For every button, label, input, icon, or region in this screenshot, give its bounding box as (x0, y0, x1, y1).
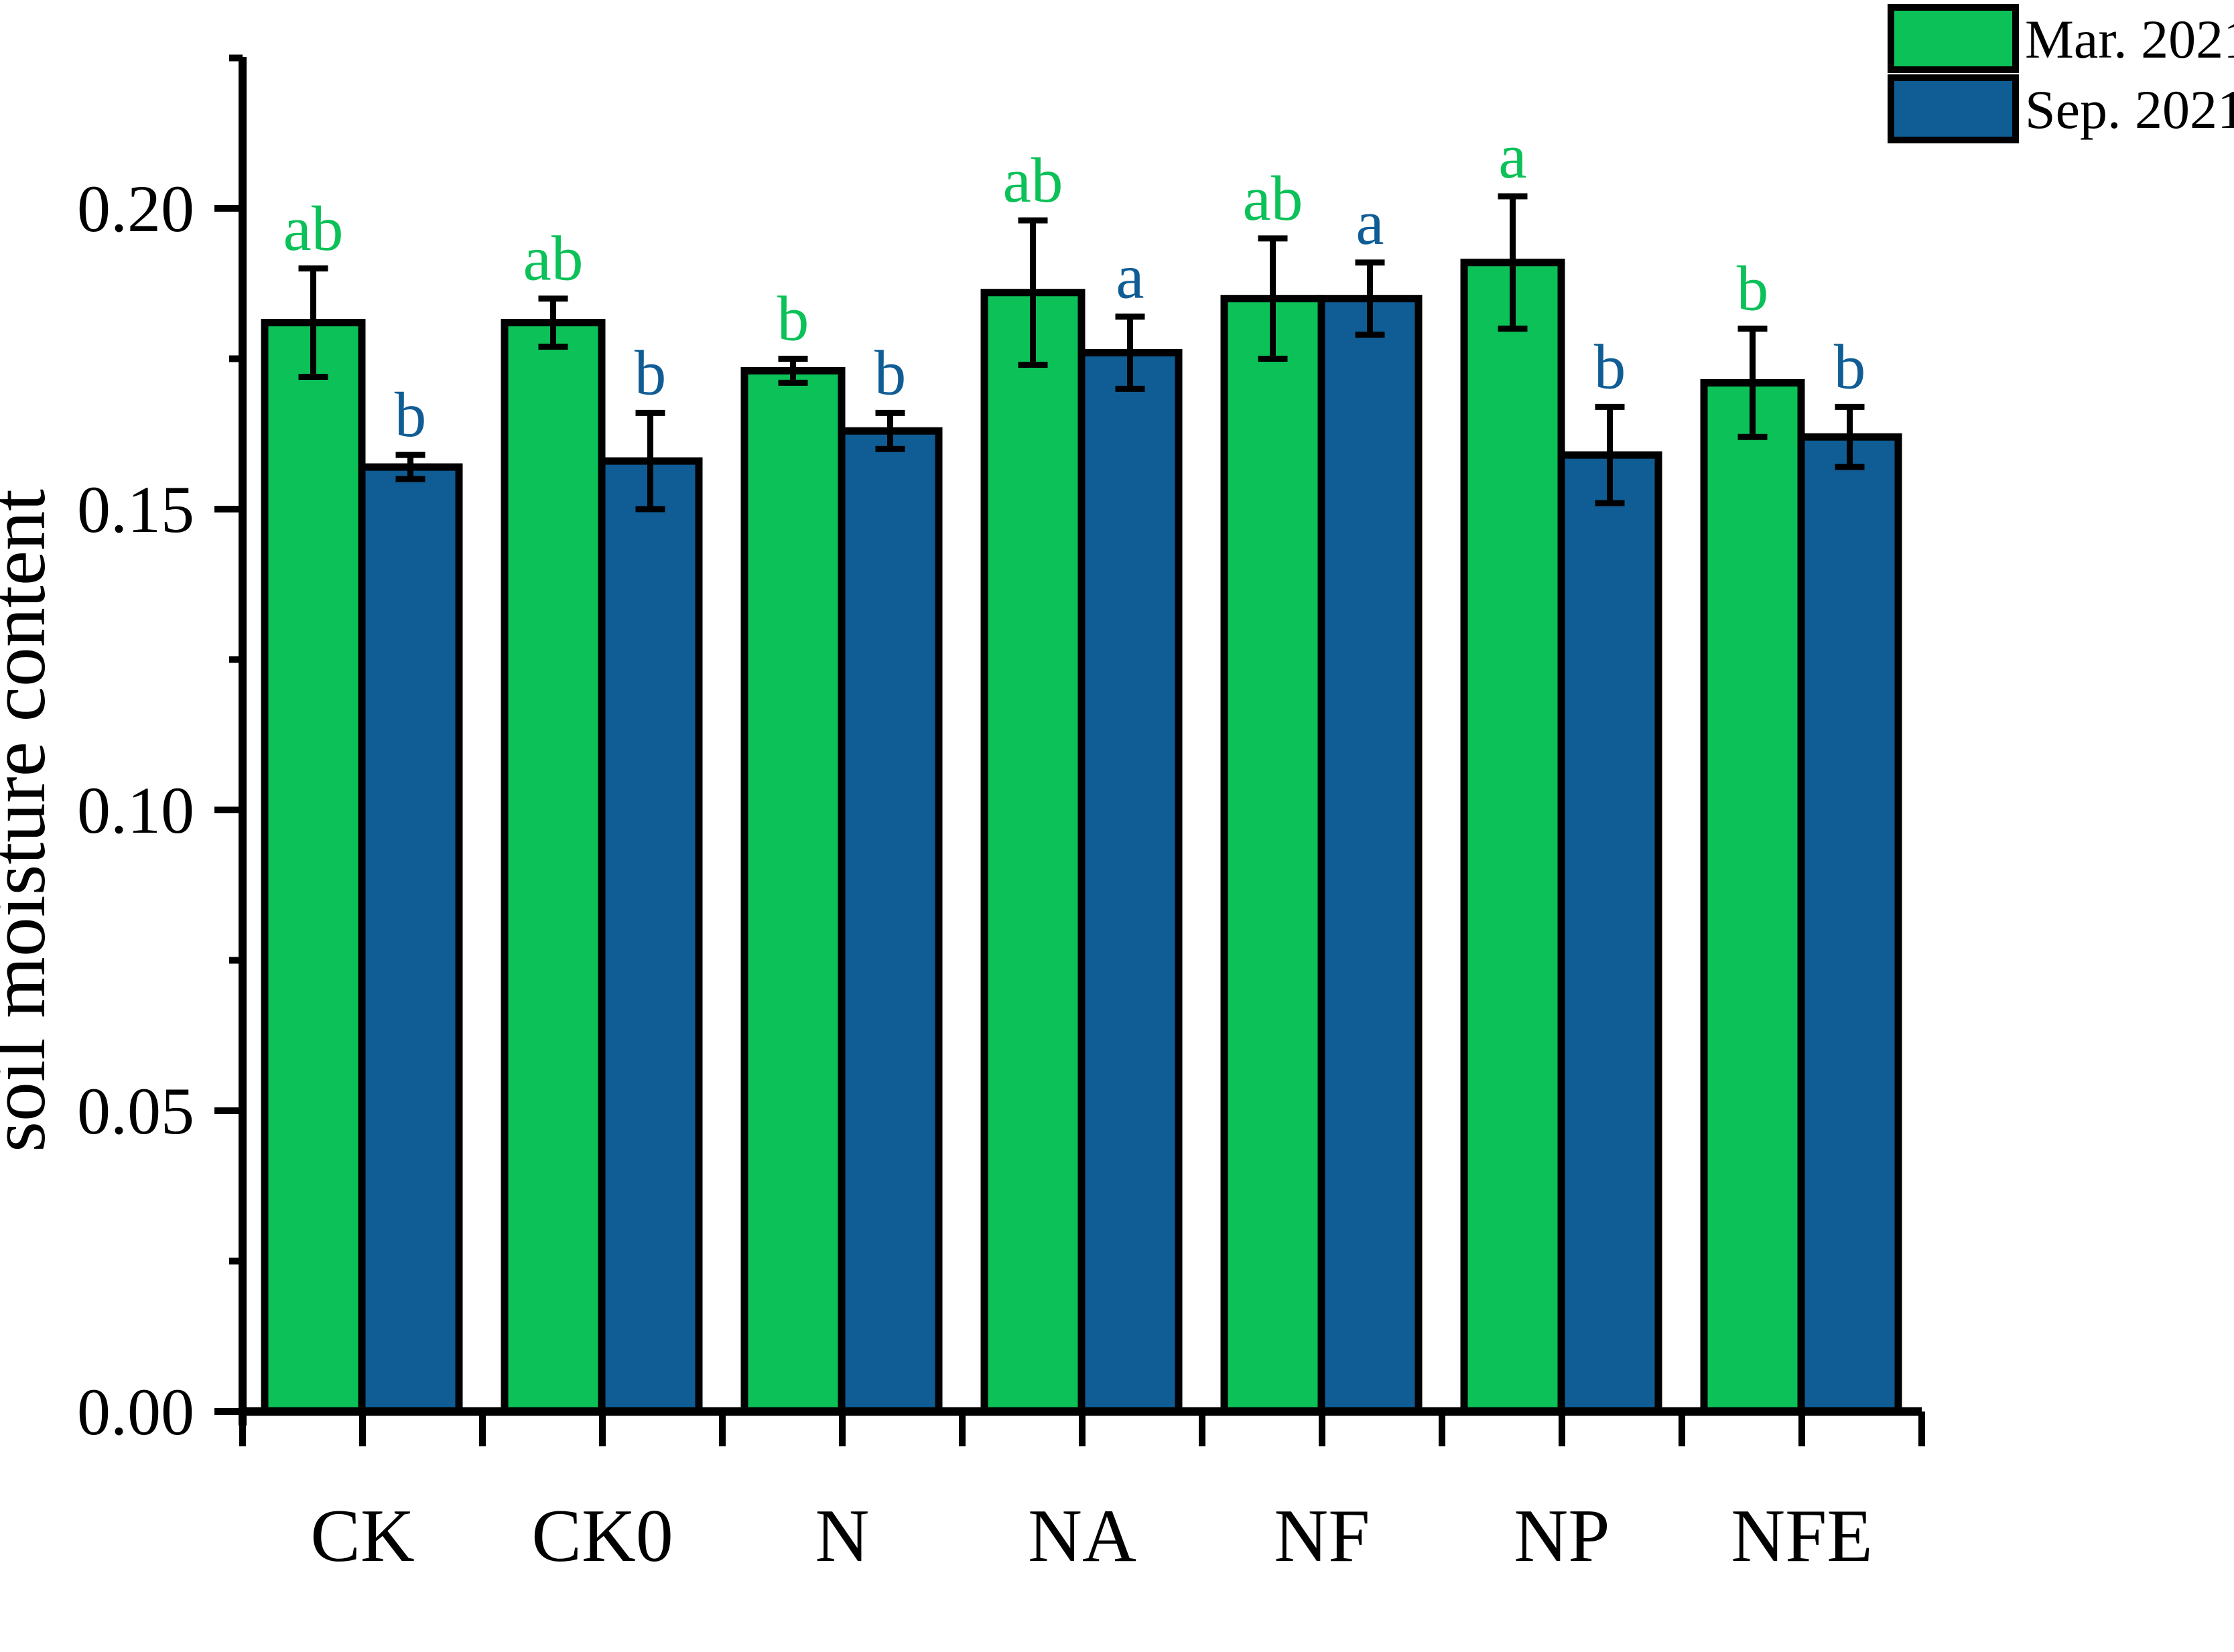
plot-area: 0.000.050.100.150.20CKabbCK0abbNbbNAabaN… (77, 54, 1925, 1578)
sig-letter: b (874, 337, 907, 408)
y-axis-title: soil moisture content (0, 489, 62, 1152)
sig-letter: ab (1243, 163, 1303, 234)
bar (598, 457, 703, 1416)
x-tick-label: NFE (1731, 1495, 1873, 1578)
bar (838, 427, 943, 1416)
bar (1557, 451, 1662, 1416)
sig-letter: b (1834, 331, 1866, 402)
y-tick-label: 0.10 (77, 773, 194, 847)
sig-letter: b (777, 283, 809, 354)
y-tick-label: 0.00 (77, 1375, 194, 1449)
sig-letter: b (1594, 331, 1626, 402)
bar (1077, 349, 1183, 1416)
bar (1220, 295, 1325, 1416)
sig-letter: ab (1003, 145, 1063, 216)
x-tick-label: NF (1274, 1495, 1370, 1578)
sig-letter: b (1737, 253, 1769, 324)
bar (1700, 378, 1805, 1416)
legend: Mar. 2021 Sep. 2021 (1888, 4, 2234, 143)
sig-letter: a (1356, 187, 1384, 258)
sig-letter: a (1498, 121, 1526, 192)
bar (980, 289, 1086, 1416)
legend-swatch-sep-2021 (1888, 74, 2019, 143)
bar (740, 366, 846, 1416)
x-tick-label: CK (310, 1495, 415, 1578)
y-tick-label: 0.20 (77, 171, 194, 246)
bar (358, 463, 463, 1416)
legend-swatch-mar-2021 (1888, 4, 2019, 73)
bar (1460, 259, 1565, 1416)
x-tick-label: N (815, 1495, 870, 1578)
sig-letter: b (395, 379, 427, 450)
bar (1317, 295, 1423, 1416)
legend-label-sep-2021: Sep. 2021 (2025, 79, 2234, 140)
x-tick-label: NA (1028, 1495, 1136, 1578)
sig-letter: b (635, 337, 667, 408)
x-tick-label: CK0 (531, 1495, 673, 1578)
sig-letter: ab (283, 193, 344, 264)
bar (1797, 433, 1902, 1416)
legend-label-mar-2021: Mar. 2021 (2025, 9, 2234, 70)
bar (501, 319, 606, 1416)
bar (261, 319, 366, 1416)
sig-letter: a (1116, 241, 1144, 312)
x-tick-label: NP (1514, 1495, 1609, 1578)
sig-letter: ab (523, 223, 584, 294)
y-tick-label: 0.05 (77, 1074, 194, 1148)
y-tick-label: 0.15 (77, 472, 194, 547)
